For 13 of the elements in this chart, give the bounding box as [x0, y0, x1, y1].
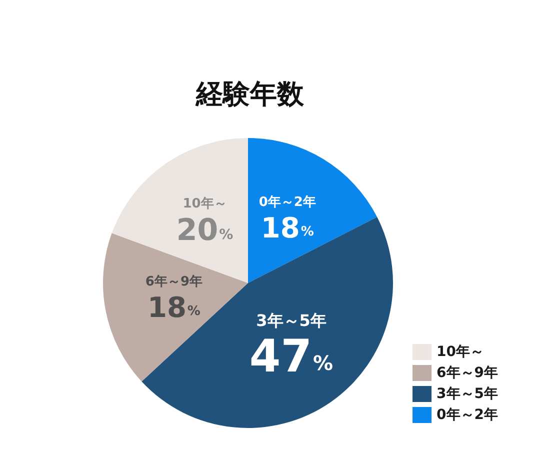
slice-label: 3年～5年	[256, 310, 326, 330]
data-label: 18%	[147, 290, 200, 324]
slice-label: 6年～9年	[145, 274, 203, 290]
slice-label: 10年～	[182, 196, 227, 212]
data-label: 18%	[260, 212, 314, 245]
chart-title: 経験年数	[195, 79, 305, 110]
data-label: 20%	[176, 213, 234, 248]
legend-label: 6年～9年	[436, 365, 498, 381]
legend-label: 3年～5年	[436, 386, 498, 402]
legend-label: 0年～2年	[436, 407, 498, 423]
data-label: 47%	[249, 329, 334, 382]
slice-label: 0年～2年	[258, 195, 316, 210]
legend-label: 10年～	[436, 344, 484, 360]
